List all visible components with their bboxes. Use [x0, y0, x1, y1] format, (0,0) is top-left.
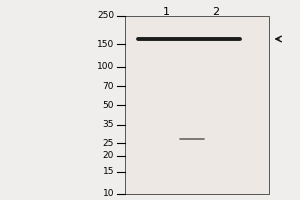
- Text: 25: 25: [103, 139, 114, 148]
- Text: 150: 150: [97, 40, 114, 49]
- Text: 1: 1: [163, 7, 170, 17]
- Text: 15: 15: [103, 167, 114, 176]
- Text: 10: 10: [103, 190, 114, 198]
- Bar: [124, 16, 268, 194]
- Text: 70: 70: [103, 82, 114, 91]
- Text: 100: 100: [97, 62, 114, 71]
- Text: 20: 20: [103, 151, 114, 160]
- Text: 2: 2: [212, 7, 220, 17]
- Text: 250: 250: [97, 11, 114, 21]
- Text: 35: 35: [103, 120, 114, 129]
- Text: 50: 50: [103, 100, 114, 110]
